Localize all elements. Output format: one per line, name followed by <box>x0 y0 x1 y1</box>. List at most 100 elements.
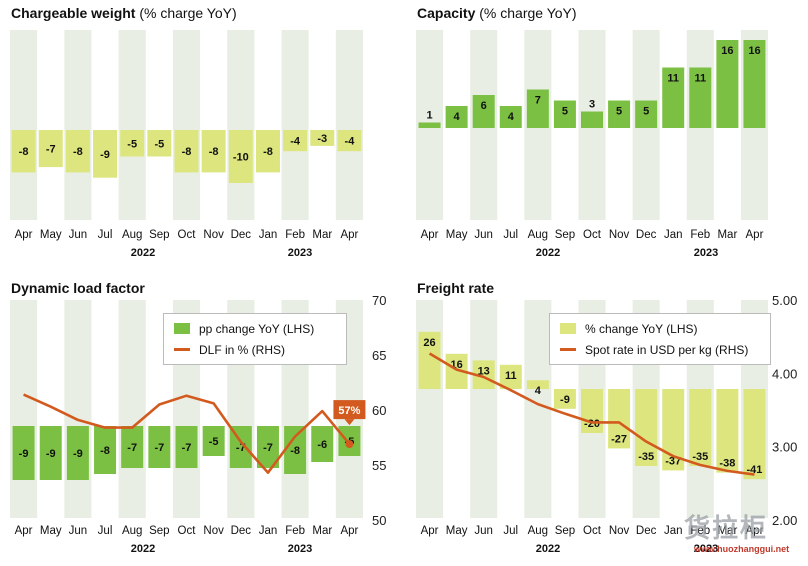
bar <box>526 380 549 389</box>
month-tick-label: Jan <box>664 525 683 537</box>
month-tick-label: Mar <box>717 229 737 241</box>
right-axis-tick-label: 70 <box>372 293 386 308</box>
column-stripe <box>470 300 498 518</box>
bar <box>689 389 712 466</box>
bar <box>310 130 335 146</box>
bar <box>121 426 144 468</box>
data-label: 11 <box>667 73 679 85</box>
legend-bar-label: % change YoY (LHS) <box>585 321 698 336</box>
month-tick-label: Sep <box>555 229 575 241</box>
legend-line-swatch <box>560 348 576 351</box>
month-tick-label: Jan <box>259 229 278 241</box>
data-label: -9 <box>73 448 83 460</box>
bar <box>338 426 361 456</box>
column-stripe <box>118 30 146 220</box>
month-tick-label: Nov <box>203 229 224 241</box>
column-stripe <box>118 300 146 518</box>
data-label: 7 <box>535 95 541 107</box>
month-tick-label: Aug <box>122 525 142 537</box>
legend-bar-swatch <box>174 323 190 334</box>
bar <box>418 331 441 389</box>
month-tick-label: Feb <box>690 229 710 241</box>
month-tick-label: Nov <box>203 525 224 537</box>
data-label: -8 <box>19 146 29 158</box>
freight-rate-title: Freight rate <box>417 280 495 296</box>
month-tick-label: Jan <box>259 525 278 537</box>
legend-line-label: Spot rate in USD per kg (RHS) <box>585 342 749 357</box>
bar <box>635 389 658 466</box>
data-label: -7 <box>263 442 273 454</box>
month-tick-label: Jul <box>98 229 113 241</box>
bar <box>553 100 576 128</box>
data-label: -5 <box>154 138 164 150</box>
dlf-legend-line-entry: DLF in % (RHS) <box>174 339 336 360</box>
month-tick-label: Aug <box>528 229 548 241</box>
data-label: 13 <box>478 365 490 377</box>
bar <box>418 122 441 128</box>
data-label: -20 <box>584 418 600 430</box>
bar <box>581 111 603 128</box>
month-tick-label: Aug <box>528 525 548 537</box>
bar <box>662 67 685 128</box>
bar <box>229 426 252 468</box>
data-label: -10 <box>233 152 249 164</box>
dlf-legend: pp change YoY (LHS) DLF in % (RHS) <box>163 313 347 365</box>
month-tick-label: Jun <box>474 525 493 537</box>
data-label: -3 <box>317 133 327 145</box>
dlf-annotation-label: 57% <box>338 405 360 417</box>
column-stripe <box>227 30 255 220</box>
right-axis-tick-label: 5.00 <box>772 293 797 308</box>
watermark-url: www.huozhanggui.net <box>694 544 790 554</box>
column-stripe <box>686 30 714 220</box>
watermark-logo: 货拉柜 www.huozhanggui.net <box>684 500 808 566</box>
bar <box>716 40 739 128</box>
bar <box>228 130 253 183</box>
month-tick-label: Aug <box>122 229 142 241</box>
month-tick-label: Apr <box>421 229 439 241</box>
bar <box>284 426 307 474</box>
column-stripe <box>524 300 552 518</box>
bar <box>581 389 603 433</box>
column-stripe <box>64 30 92 220</box>
data-label: -9 <box>46 448 56 460</box>
right-axis-tick-label: 65 <box>372 348 386 363</box>
dlf-last-point <box>345 440 354 449</box>
column-stripe <box>64 300 92 518</box>
year-label: 2023 <box>288 543 312 555</box>
month-tick-label: Oct <box>178 525 197 537</box>
data-label: 5 <box>616 106 622 118</box>
column-stripe <box>10 30 38 220</box>
bar <box>662 389 685 471</box>
data-label: -7 <box>46 144 56 156</box>
bar <box>472 360 495 389</box>
chargeable-weight-title: Chargeable weight (% charge YoY) <box>11 5 237 21</box>
data-label: 11 <box>694 73 706 85</box>
legend-bar-swatch <box>560 323 576 334</box>
data-label: 11 <box>505 370 517 382</box>
bar <box>256 426 279 468</box>
legend-bar-label: pp change YoY (LHS) <box>199 321 315 336</box>
dlf-legend-bar-entry: pp change YoY (LHS) <box>174 318 336 339</box>
column-stripe <box>416 30 444 220</box>
data-label: -37 <box>665 455 681 467</box>
data-label: -8 <box>182 146 192 158</box>
month-tick-label: Jul <box>503 229 518 241</box>
bar <box>147 130 172 157</box>
spot-rate-line <box>428 352 755 476</box>
month-tick-label: Apr <box>15 525 33 537</box>
column-stripe <box>416 300 444 518</box>
month-tick-label: Apr <box>340 229 358 241</box>
bar <box>201 130 226 173</box>
right-axis-tick-label: 4.00 <box>772 366 797 381</box>
data-label: 4 <box>454 111 461 123</box>
column-stripe <box>470 30 498 220</box>
right-axis-tick-label: 50 <box>372 513 386 528</box>
bar <box>66 426 89 480</box>
data-label: -38 <box>719 458 735 470</box>
month-tick-label: Feb <box>285 525 305 537</box>
data-label: -7 <box>127 442 137 454</box>
data-label: 26 <box>423 337 435 349</box>
month-tick-label: May <box>446 525 468 537</box>
bar <box>174 130 199 173</box>
bar <box>39 426 62 480</box>
